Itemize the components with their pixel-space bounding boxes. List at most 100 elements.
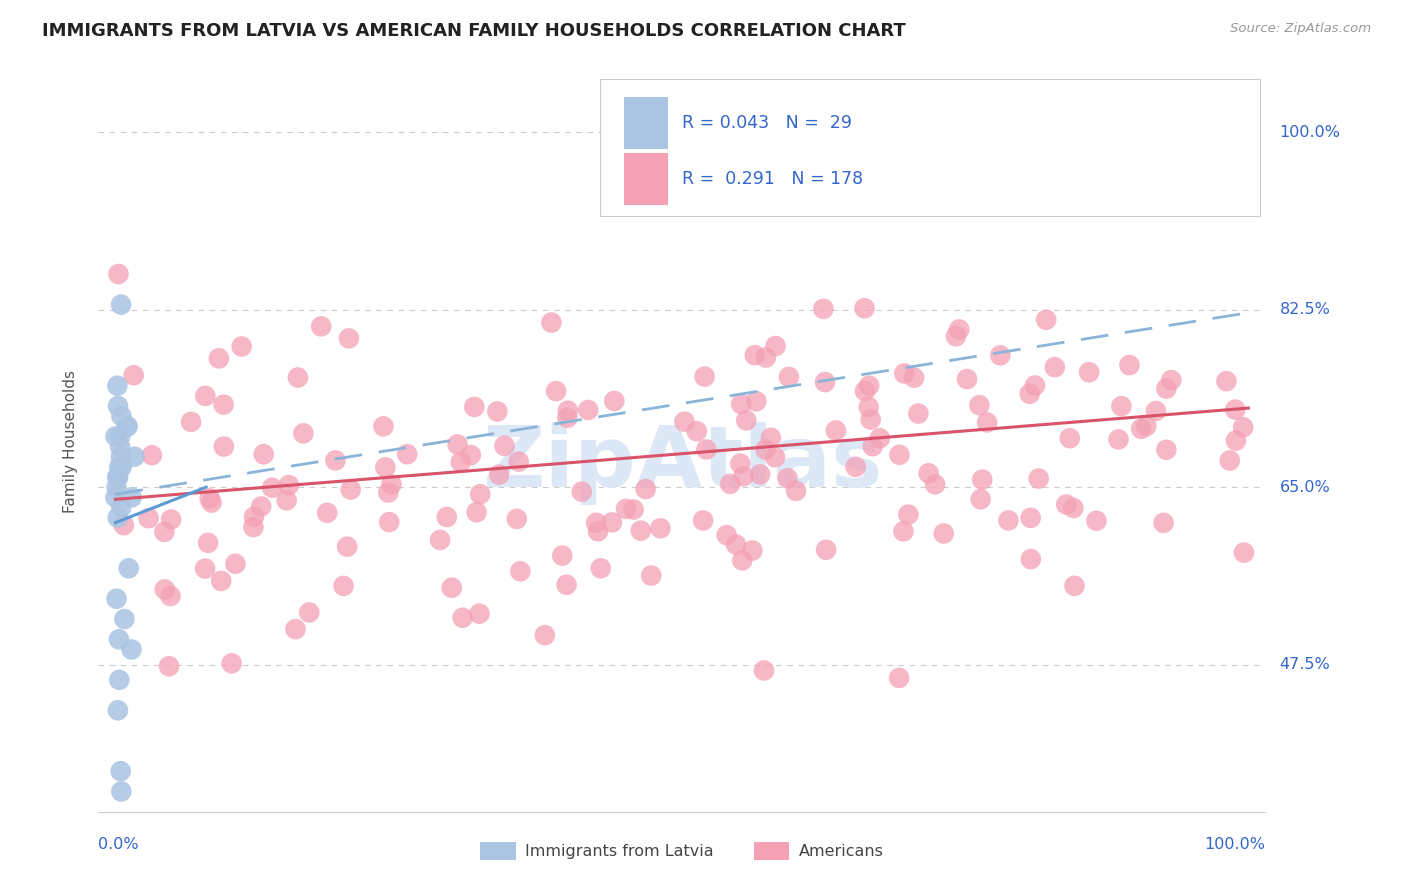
Point	[540, 316, 562, 330]
Point	[284, 622, 307, 636]
Point	[138, 511, 160, 525]
Point	[1219, 139, 1241, 153]
Point	[141, 448, 163, 462]
Point	[571, 484, 593, 499]
Point	[557, 403, 579, 417]
Point	[1153, 516, 1175, 530]
Point	[242, 520, 264, 534]
Point	[1143, 120, 1166, 135]
Point	[194, 389, 217, 403]
Point	[107, 470, 129, 484]
Bar	[624, 97, 668, 149]
Text: 65.0%: 65.0%	[1279, 480, 1330, 495]
Point	[1018, 386, 1040, 401]
Point	[373, 419, 395, 434]
Point	[1024, 378, 1046, 392]
Point	[555, 578, 578, 592]
Point	[110, 409, 132, 424]
Point	[378, 515, 401, 529]
Point	[924, 477, 946, 491]
Point	[733, 469, 755, 483]
Point	[745, 394, 768, 409]
Point	[276, 493, 298, 508]
Point	[813, 301, 835, 316]
Point	[1043, 360, 1066, 375]
Point	[889, 448, 911, 462]
Legend: Immigrants from Latvia, Americans: Immigrants from Latvia, Americans	[474, 836, 890, 867]
Point	[1144, 404, 1167, 418]
Point	[508, 455, 530, 469]
Point	[396, 447, 419, 461]
Text: R =  0.291   N = 178: R = 0.291 N = 178	[682, 169, 863, 187]
Point	[509, 564, 531, 578]
Point	[117, 419, 139, 434]
Point	[118, 561, 141, 575]
Point	[586, 524, 609, 539]
Point	[287, 370, 309, 384]
Bar	[624, 153, 668, 204]
Point	[1135, 419, 1157, 434]
Point	[298, 606, 321, 620]
Point	[309, 319, 332, 334]
Point	[494, 439, 516, 453]
Point	[336, 540, 359, 554]
Point	[1057, 120, 1080, 134]
Point	[1002, 124, 1025, 138]
Point	[917, 467, 939, 481]
Point	[945, 329, 967, 343]
Point	[686, 424, 709, 438]
Point	[446, 437, 468, 451]
Point	[121, 642, 143, 657]
Point	[1126, 121, 1149, 136]
Point	[107, 399, 129, 413]
Point	[634, 482, 657, 496]
Text: 100.0%: 100.0%	[1205, 837, 1265, 852]
Point	[1233, 545, 1256, 559]
Point	[1085, 514, 1108, 528]
Point	[853, 301, 876, 316]
Point	[198, 491, 221, 506]
Point	[724, 537, 747, 551]
Point	[1028, 471, 1050, 485]
Point	[576, 403, 599, 417]
Point	[110, 450, 132, 464]
Point	[640, 568, 662, 582]
Point	[122, 368, 145, 383]
Point	[105, 470, 128, 484]
Point	[695, 442, 717, 457]
Point	[337, 331, 360, 345]
Point	[907, 407, 929, 421]
Point	[470, 487, 492, 501]
Point	[157, 659, 180, 673]
Point	[325, 453, 347, 467]
Point	[693, 369, 716, 384]
Point	[997, 513, 1019, 527]
Point	[589, 561, 612, 575]
Point	[243, 509, 266, 524]
Point	[752, 664, 775, 678]
Point	[332, 579, 354, 593]
Point	[108, 632, 131, 647]
Point	[1232, 420, 1254, 434]
Point	[1111, 399, 1133, 413]
Point	[110, 298, 132, 312]
Point	[316, 506, 339, 520]
Point	[1062, 501, 1084, 516]
Point	[741, 543, 763, 558]
Point	[159, 589, 181, 603]
Point	[759, 431, 782, 445]
Point	[107, 703, 129, 717]
Point	[450, 455, 472, 469]
Point	[1156, 442, 1178, 457]
Point	[1078, 365, 1101, 379]
Point	[1108, 433, 1130, 447]
Point	[463, 400, 485, 414]
Point	[893, 524, 915, 539]
Point	[858, 378, 880, 392]
Point	[209, 574, 232, 588]
Point	[292, 426, 315, 441]
Point	[460, 448, 482, 462]
Point	[1130, 422, 1153, 436]
Point	[277, 478, 299, 492]
Point	[735, 413, 758, 427]
